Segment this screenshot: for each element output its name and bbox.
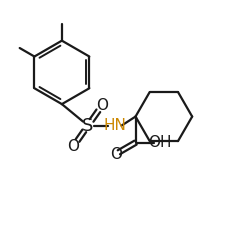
Text: O: O: [96, 98, 108, 113]
Text: HN: HN: [103, 118, 126, 133]
Text: O: O: [110, 147, 122, 163]
Text: S: S: [82, 117, 93, 135]
Text: O: O: [67, 139, 79, 154]
Text: OH: OH: [147, 135, 171, 150]
